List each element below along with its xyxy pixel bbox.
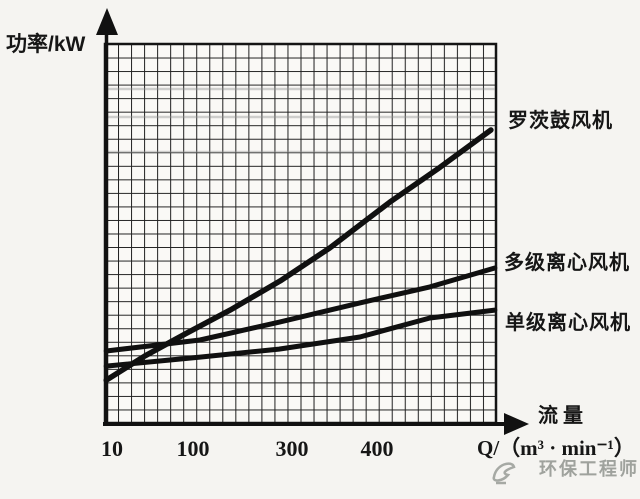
y-axis-arrow-icon bbox=[96, 8, 118, 35]
x-tick-300: 300 bbox=[275, 436, 309, 461]
x-axis-unit-label: Q/（m³ · min⁻¹） bbox=[477, 436, 635, 460]
curve-singlestage-centrifugal-fan bbox=[103, 307, 498, 369]
watermark-text: 环保工程师 bbox=[539, 459, 639, 479]
x-tick-100: 100 bbox=[176, 436, 210, 461]
x-tick-10: 10 bbox=[101, 436, 123, 461]
curves bbox=[103, 127, 498, 383]
x-tick-400: 400 bbox=[360, 436, 394, 461]
watermark-logo-icon bbox=[492, 462, 516, 485]
scan-streaks bbox=[106, 87, 495, 154]
curve-label-singlestage-centrifugal-fan: 单级离心风机 bbox=[505, 312, 631, 334]
curve-roots-blower bbox=[103, 127, 494, 383]
x-axis bbox=[103, 413, 529, 435]
curve-multistage-centrifugal-fan bbox=[103, 265, 498, 354]
curve-label-multistage-centrifugal-fan: 多级离心风机 bbox=[504, 252, 630, 274]
x-axis-arrow-icon bbox=[504, 413, 529, 435]
x-axis-flow-label: 流量 bbox=[538, 405, 588, 427]
curve-label-roots-blower: 罗茨鼓风机 bbox=[508, 110, 613, 132]
y-axis-label: 功率/kW bbox=[6, 33, 86, 56]
grid bbox=[105, 44, 496, 423]
y-axis bbox=[96, 8, 118, 423]
